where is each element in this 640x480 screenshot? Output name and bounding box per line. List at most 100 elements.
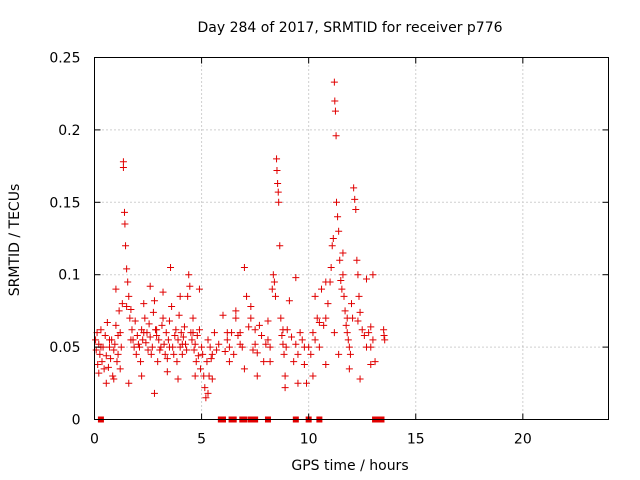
data-point xyxy=(184,292,192,300)
data-point xyxy=(102,352,110,360)
data-point xyxy=(162,329,170,337)
data-point xyxy=(367,360,375,368)
data-point xyxy=(168,303,176,311)
data-point xyxy=(337,276,345,284)
data-point xyxy=(322,360,330,368)
data-point xyxy=(309,372,317,380)
data-point xyxy=(331,107,339,115)
data-point xyxy=(188,336,196,344)
data-point xyxy=(120,208,128,216)
data-point xyxy=(342,321,350,329)
data-point xyxy=(194,352,202,360)
axis-ticks: 0 5 10 15 20 0 0.05 0.1 0.15 0.2 0.25 xyxy=(49,51,609,448)
data-point xyxy=(340,292,348,300)
data-point xyxy=(156,346,164,354)
data-point xyxy=(281,384,289,392)
data-point xyxy=(149,308,157,316)
y-axis-label: SRMTID / TECUs xyxy=(7,184,23,297)
data-point xyxy=(159,314,167,322)
data-point xyxy=(290,358,298,366)
data-point xyxy=(362,275,370,283)
data-point xyxy=(350,184,358,192)
data-point xyxy=(322,314,330,322)
data-point xyxy=(201,384,209,392)
data-point xyxy=(251,340,259,348)
data-point xyxy=(279,326,287,334)
grid xyxy=(94,57,609,420)
data-point xyxy=(369,336,377,344)
data-point xyxy=(186,282,194,290)
data-point xyxy=(348,300,355,308)
data-point xyxy=(343,329,351,337)
data-point xyxy=(94,360,102,368)
data-point xyxy=(280,350,288,358)
data-point xyxy=(381,336,389,344)
data-point xyxy=(345,365,353,373)
data-point xyxy=(204,389,212,397)
data-point xyxy=(202,394,210,402)
data-point xyxy=(183,346,191,354)
data-point xyxy=(311,292,319,300)
data-point xyxy=(150,297,158,305)
data-point xyxy=(105,336,113,344)
data-point xyxy=(198,343,206,351)
data-point xyxy=(292,340,300,348)
data-point xyxy=(351,195,359,203)
data-point xyxy=(104,363,112,371)
data-point xyxy=(128,326,136,334)
data-point xyxy=(109,372,117,380)
data-point xyxy=(322,278,330,286)
data-point xyxy=(178,340,186,348)
data-point xyxy=(276,242,284,250)
data-point xyxy=(141,314,149,322)
data-point xyxy=(131,317,139,325)
data-point xyxy=(103,318,111,326)
data-point xyxy=(336,256,344,264)
data-point xyxy=(354,271,362,279)
data-point xyxy=(110,375,118,383)
data-point xyxy=(123,303,131,311)
data-point xyxy=(358,326,366,334)
data-point xyxy=(154,358,162,366)
data-point xyxy=(245,323,253,331)
data-point xyxy=(338,285,346,293)
data-point xyxy=(315,343,323,351)
data-point xyxy=(355,292,363,300)
data-point xyxy=(251,326,259,334)
data-point xyxy=(107,355,115,363)
data-point xyxy=(296,329,304,337)
data-point xyxy=(179,333,187,341)
data-point xyxy=(288,333,296,341)
data-point xyxy=(170,350,178,358)
data-point xyxy=(243,292,251,300)
data-point xyxy=(167,263,175,271)
data-point xyxy=(92,336,100,344)
data-point xyxy=(247,303,255,311)
data-point xyxy=(232,314,240,322)
y-tick-label: 0.2 xyxy=(58,123,80,139)
data-point xyxy=(294,379,302,387)
data-point xyxy=(275,198,283,206)
data-point xyxy=(191,340,199,348)
data-point xyxy=(189,314,197,322)
data-point xyxy=(161,350,169,358)
data-point xyxy=(175,311,183,319)
data-point xyxy=(206,343,214,351)
data-point xyxy=(138,372,146,380)
data-point xyxy=(219,311,227,319)
data-point xyxy=(155,336,163,344)
data-point xyxy=(311,336,319,344)
data-point xyxy=(258,332,266,340)
data-point xyxy=(164,336,172,344)
data-point xyxy=(300,343,308,351)
data-point xyxy=(135,343,143,351)
data-point xyxy=(335,350,343,358)
data-point xyxy=(160,340,168,348)
data-point xyxy=(134,340,142,348)
x-tick-label: 5 xyxy=(197,432,206,448)
data-point xyxy=(115,307,123,315)
data-point xyxy=(185,271,193,279)
data-point xyxy=(97,326,105,334)
data-point xyxy=(269,271,277,279)
data-point xyxy=(343,314,351,322)
